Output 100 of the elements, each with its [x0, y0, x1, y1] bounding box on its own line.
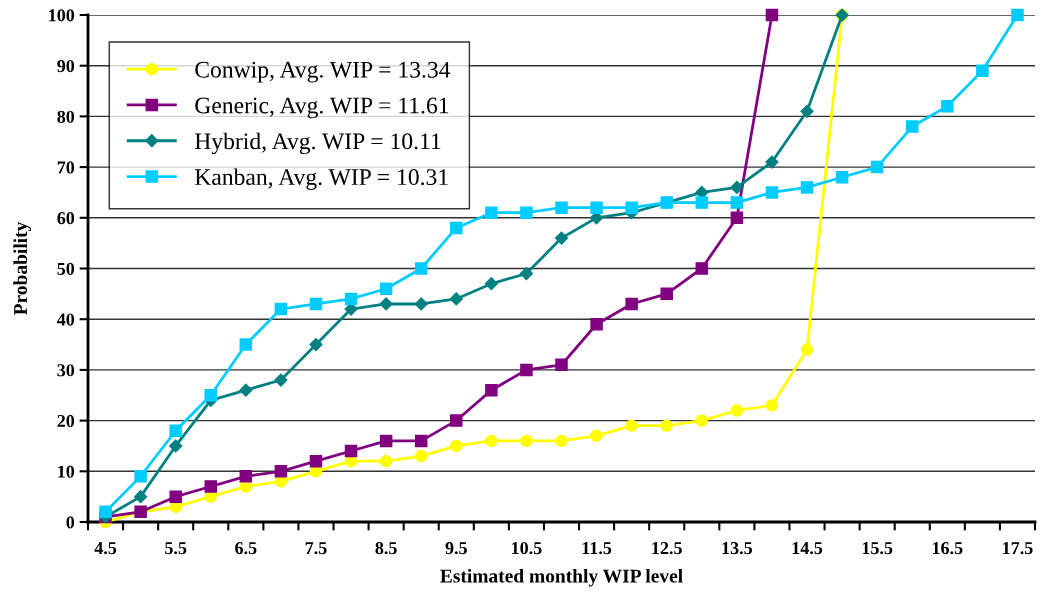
- point: [134, 470, 147, 483]
- point: [660, 419, 673, 432]
- x-tick-label: 8.5: [375, 541, 397, 555]
- point: [800, 181, 814, 194]
- point: [239, 470, 253, 483]
- point: [730, 196, 744, 209]
- point: [449, 292, 463, 306]
- x-tick-label: 9.5: [445, 542, 467, 555]
- point: [976, 64, 989, 78]
- point: [484, 277, 498, 291]
- point: [520, 206, 533, 219]
- point: [730, 211, 744, 225]
- point: [625, 419, 638, 432]
- y-tick-label: 20: [57, 414, 75, 428]
- y-tick-label: 90: [57, 59, 75, 73]
- point: [204, 388, 218, 402]
- point: [625, 201, 638, 214]
- x-axis-title: Estimated monthly WIP level: [440, 568, 683, 587]
- x-tick-label: 13.5: [722, 542, 753, 555]
- x-tick-label: 12.5: [652, 542, 682, 555]
- point: [414, 434, 428, 448]
- y-axis-title: Probability: [13, 221, 32, 315]
- point: [835, 170, 849, 184]
- point: [519, 266, 534, 281]
- x-tick-label: 7.5: [305, 542, 327, 555]
- point: [590, 201, 603, 214]
- point: [695, 196, 709, 209]
- legend-label: Conwip, Avg. WIP = 13.34: [195, 61, 451, 83]
- point: [555, 434, 568, 448]
- point: [169, 439, 183, 453]
- point: [414, 262, 428, 275]
- y-tick-label: 80: [57, 110, 75, 123]
- point: [450, 414, 463, 427]
- point: [730, 180, 744, 194]
- x-tick-label: 6.5: [235, 542, 257, 555]
- point: [870, 160, 884, 174]
- point: [379, 434, 393, 448]
- point: [590, 318, 603, 331]
- y-tick-label: 40: [57, 313, 75, 326]
- point: [555, 201, 568, 214]
- legend-label: Kanban, Avg. WIP = 10.31: [194, 168, 448, 190]
- x-tick-label: 5.5: [165, 542, 187, 555]
- point: [625, 297, 638, 311]
- point: [695, 414, 709, 427]
- y-tick-label: 60: [57, 212, 75, 225]
- legend-label: Generic, Avg. WIP = 11.61: [195, 97, 449, 119]
- y-tick-label: 0: [66, 516, 75, 529]
- point: [414, 449, 428, 463]
- point: [169, 490, 182, 503]
- point: [274, 373, 288, 387]
- point: [765, 186, 779, 199]
- point: [730, 404, 744, 417]
- x-tick-label: 16.5: [932, 542, 963, 555]
- point: [274, 302, 288, 316]
- legend-label: Hybrid, Avg. WIP = 10.11: [194, 132, 441, 155]
- point: [450, 221, 463, 235]
- point: [765, 8, 779, 22]
- point: [379, 282, 393, 296]
- point: [450, 439, 463, 453]
- point: [660, 287, 673, 301]
- y-tick-label: 50: [57, 262, 75, 275]
- x-tick-label: 15.5: [862, 542, 893, 555]
- point: [379, 454, 393, 468]
- point: [309, 454, 323, 468]
- point: [344, 292, 358, 306]
- point: [554, 231, 569, 245]
- point: [1011, 8, 1024, 22]
- x-tick-label: 17.5: [1003, 542, 1033, 555]
- y-tick-label: 100: [49, 9, 75, 22]
- point: [590, 429, 603, 443]
- point: [344, 444, 358, 458]
- point: [765, 399, 779, 412]
- x-tick-label: 4.5: [94, 542, 117, 555]
- point: [800, 104, 814, 118]
- point: [485, 434, 498, 448]
- y-tick-label: 70: [57, 161, 75, 174]
- point: [99, 505, 112, 519]
- point: [309, 337, 323, 352]
- point: [239, 338, 253, 351]
- point: [905, 120, 919, 133]
- point: [485, 383, 498, 397]
- point: [800, 343, 814, 356]
- point: [169, 424, 182, 437]
- point: [204, 480, 218, 493]
- point: [485, 206, 498, 219]
- point: [765, 155, 779, 169]
- x-tick-label: 10.5: [512, 541, 542, 555]
- point: [520, 434, 533, 448]
- point: [695, 262, 709, 275]
- point: [520, 363, 533, 377]
- point: [134, 490, 148, 504]
- point: [239, 383, 253, 397]
- point: [414, 297, 428, 311]
- x-tick-label: 11.5: [582, 542, 612, 555]
- point: [274, 465, 288, 478]
- y-tick-label: 10: [58, 465, 75, 478]
- point: [941, 100, 954, 113]
- y-tick-label: 30: [57, 364, 75, 377]
- point: [379, 297, 393, 311]
- point: [555, 358, 568, 372]
